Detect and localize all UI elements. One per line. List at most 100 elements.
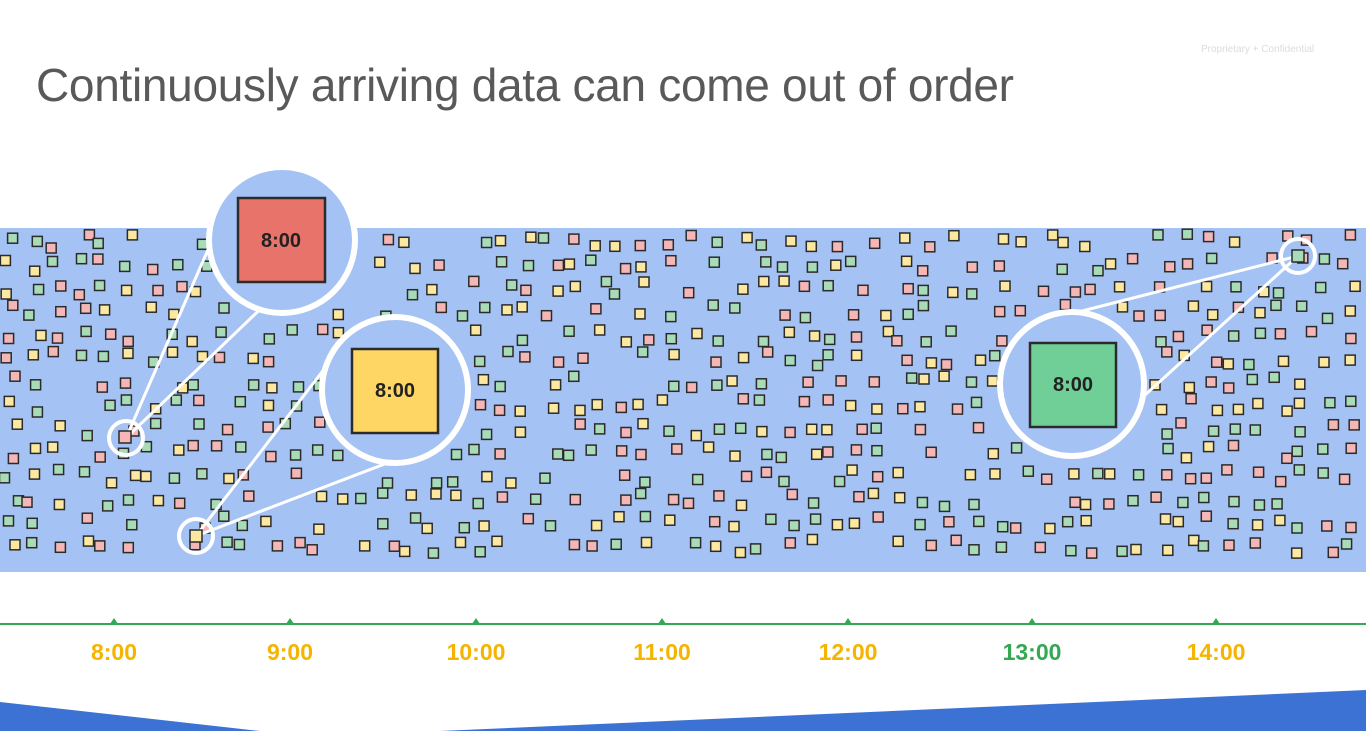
data-element-square [585,444,597,456]
data-element-square [1161,346,1173,358]
data-element-square [610,538,622,551]
data-element-square [1162,442,1174,455]
data-element-square [1205,252,1218,265]
data-element-square [1281,405,1293,417]
data-element-square [1251,519,1264,531]
data-element-square [1345,395,1357,408]
data-element-square [1210,356,1223,368]
data-element-square [591,398,603,411]
data-element-square [1133,310,1145,322]
data-element-square [458,521,471,534]
data-element-square [215,326,227,338]
data-element-square [332,326,345,339]
data-element-square [1344,305,1357,317]
source-square-red [118,430,132,444]
data-element-square [474,546,486,558]
data-element-square [664,514,676,526]
data-element-square [663,425,675,437]
data-element-square [917,284,929,297]
data-element-square [735,499,748,512]
data-element-square [1227,330,1240,342]
data-element-square [537,232,550,244]
data-element-square [221,423,234,436]
data-element-square [805,240,818,253]
data-element-square [1116,301,1129,313]
data-element-square [28,265,41,277]
data-element-square [671,443,683,455]
data-element-square [450,448,463,461]
data-element-square [126,518,138,531]
data-element-square [966,288,978,300]
data-element-square [358,540,371,552]
data-element-square [1324,396,1336,409]
data-element-square [871,444,883,457]
data-element-square [1222,382,1235,394]
data-element-square [501,304,513,316]
data-element-square [569,493,582,506]
data-element-square [740,470,753,483]
data-element-square [713,490,725,502]
data-element-square [26,517,38,530]
data-element-square [1318,356,1330,369]
data-element-square [585,254,597,266]
data-element-square [468,275,480,288]
data-element-square [1336,257,1349,270]
data-element-square [822,446,834,458]
data-element-square [247,379,260,391]
data-element-square [493,404,506,417]
data-element-square [1172,515,1185,528]
data-element-square [712,335,724,347]
data-element-square [446,476,459,488]
data-element-square [516,334,529,347]
data-element-square [1014,304,1027,317]
data-element-square [1183,381,1196,394]
data-element-square [1037,285,1050,298]
callout-yellow: 8:00 [319,314,471,466]
data-element-square [872,511,884,523]
data-element-square [430,477,443,489]
data-element-square [806,261,819,273]
data-element-square [0,254,12,267]
data-element-square [691,473,704,486]
data-element-square [122,335,134,348]
data-element-square [480,236,493,249]
data-element-square [756,425,768,438]
data-element-square [1154,309,1166,322]
data-element-square [1069,286,1082,298]
data-element-square [82,535,95,547]
data-element-square [552,259,565,272]
data-element-square [760,466,773,479]
data-element-square [243,490,255,502]
data-element-square [46,255,59,268]
data-element-square [1040,473,1053,485]
timeline-tick [844,618,852,624]
data-element-square [882,325,895,338]
data-element-square [737,351,750,364]
data-element-square [809,513,822,525]
data-element-square [943,516,955,528]
data-element-square [667,493,680,506]
data-element-square [1294,426,1306,438]
data-element-square [1271,498,1283,510]
data-element-square [31,406,44,418]
data-element-square [355,492,367,505]
data-element-square [126,229,139,241]
data-element-square [761,448,773,461]
data-element-square [129,469,142,482]
data-element-square [1079,498,1092,511]
data-element-square [35,329,47,342]
data-element-square [1281,452,1293,465]
data-element-square [1223,539,1235,551]
data-element-square [547,402,560,414]
connector-line [194,367,327,537]
data-element-square [691,327,703,340]
data-element-square [54,420,66,432]
data-element-square [665,310,677,323]
timeline-label: 11:00 [633,639,691,665]
data-element-square [634,239,647,252]
data-element-square [918,373,930,385]
data-element-square [1155,403,1168,416]
data-element-square [98,304,111,316]
data-element-square [28,468,41,480]
data-element-square [619,262,632,275]
